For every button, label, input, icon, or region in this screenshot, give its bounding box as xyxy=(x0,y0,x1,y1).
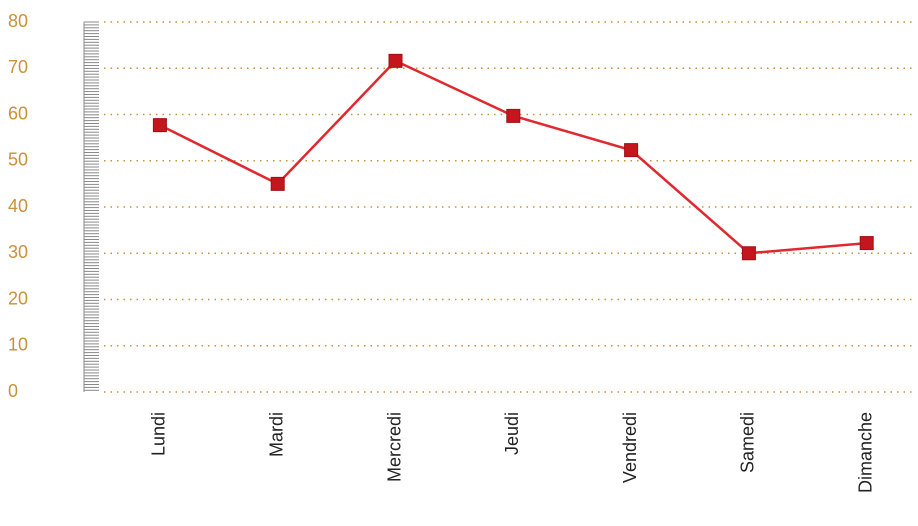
x-tick-label: Jeudi xyxy=(502,412,522,455)
x-tick-label: Mercredi xyxy=(384,412,404,482)
point-marker xyxy=(859,236,874,251)
x-tick-label: Dimanche xyxy=(855,412,875,493)
y-tick-label: 10 xyxy=(8,335,28,355)
y-tick-label: 40 xyxy=(8,196,28,216)
x-tick-label: Mardi xyxy=(266,412,286,457)
series-line xyxy=(159,59,867,255)
y-tick-label: 30 xyxy=(8,242,28,262)
y-tick-label: 70 xyxy=(8,57,28,77)
y-tick-label: 0 xyxy=(8,381,18,401)
point-marker xyxy=(388,53,403,68)
x-tick-label: Lundi xyxy=(149,412,169,456)
y-tick-label: 20 xyxy=(8,288,28,308)
y-tick-label: 80 xyxy=(8,11,28,31)
x-tick-label: Samedi xyxy=(738,412,758,473)
y-tick-label: 50 xyxy=(8,150,28,170)
point-marker xyxy=(270,176,285,191)
axis-ruler xyxy=(83,21,99,392)
y-tick-label: 60 xyxy=(8,103,28,123)
point-marker xyxy=(741,246,756,261)
point-marker xyxy=(152,118,167,133)
point-marker xyxy=(624,143,639,158)
x-tick-label: Vendredi xyxy=(620,412,640,483)
point-marker xyxy=(506,108,521,123)
